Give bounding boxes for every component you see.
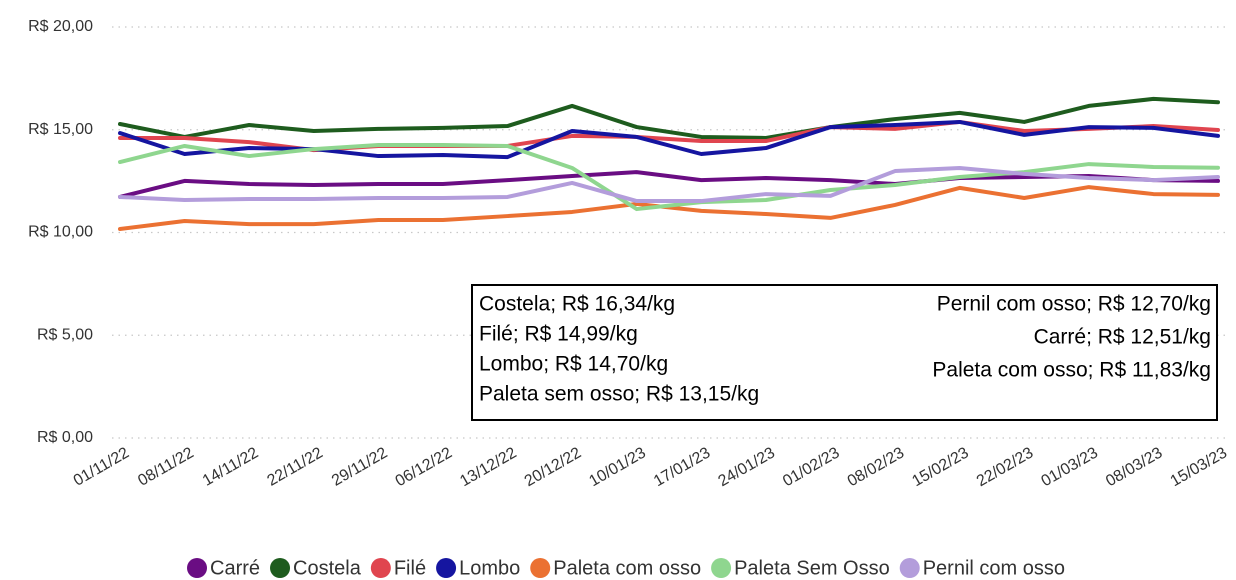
legend-marker — [711, 558, 732, 578]
x-tick-label: 22/02/23 — [974, 444, 1037, 490]
x-tick-label: 15/02/23 — [909, 444, 972, 490]
y-tick-label: R$ 20,00 — [28, 18, 93, 35]
x-tick-label: 14/11/22 — [200, 444, 262, 489]
x-tick-label: 20/12/22 — [522, 444, 585, 490]
legend-marker — [436, 558, 457, 578]
legend-label: Carré — [210, 557, 260, 579]
annotation-text: Filé; R$ 14,99/kg — [479, 323, 638, 346]
annotation-text: Paleta com osso; R$ 11,83/kg — [932, 359, 1211, 382]
x-tick-label: 08/02/23 — [845, 444, 908, 490]
x-tick-label: 01/11/22 — [71, 444, 133, 489]
x-tick-label: 08/03/23 — [1103, 444, 1166, 490]
legend-label: Paleta Sem Osso — [734, 557, 890, 579]
y-tick-label: R$ 5,00 — [37, 326, 93, 343]
x-tick-label: 01/02/23 — [780, 444, 843, 490]
x-tick-label: 06/12/22 — [393, 444, 456, 490]
series-line — [118, 142, 1220, 212]
legend-marker — [530, 558, 551, 578]
annotation-text: Lombo; R$ 14,70/kg — [479, 353, 668, 376]
y-tick-label: R$ 0,00 — [37, 429, 93, 446]
x-tick-label: 08/11/22 — [135, 444, 197, 489]
legend-marker — [899, 558, 920, 578]
legend-marker — [187, 558, 208, 578]
y-tick-label: R$ 10,00 — [28, 224, 93, 241]
series-line — [118, 165, 1220, 204]
x-tick-label: 01/03/23 — [1038, 444, 1101, 490]
x-tick-label: 10/01/23 — [586, 444, 649, 490]
legend-label: Lombo — [459, 557, 520, 579]
legend-marker — [270, 558, 291, 578]
series-line — [118, 185, 1220, 232]
x-tick-label: 17/01/23 — [651, 444, 714, 490]
x-tick-label: 15/03/23 — [1168, 444, 1231, 490]
legend-label: Costela — [293, 557, 362, 579]
legend-marker — [370, 558, 391, 578]
x-tick-label: 29/11/22 — [329, 444, 391, 489]
x-tick-label: 22/11/22 — [264, 444, 326, 489]
x-tick-label: 24/01/23 — [716, 444, 779, 490]
annotation-text: Paleta sem osso; R$ 13,15/kg — [479, 383, 759, 406]
annotation-box — [471, 284, 1218, 421]
series-line — [118, 170, 1220, 199]
legend-label: Pernil com osso — [923, 557, 1065, 579]
annotation-text: Pernil com osso; R$ 12,70/kg — [937, 293, 1211, 316]
x-tick-label: 13/12/22 — [457, 444, 520, 490]
annotation-text: Carré; R$ 12,51/kg — [1034, 326, 1211, 349]
legend-label: Filé — [394, 557, 426, 579]
annotation-text: Costela; R$ 16,34/kg — [479, 293, 675, 316]
series-line — [118, 96, 1220, 140]
y-tick-label: R$ 15,00 — [28, 121, 93, 138]
legend-label: Paleta com osso — [553, 557, 701, 579]
legend: Carré Costela Filé Lombo Paleta com osso Pale… — [187, 557, 1065, 579]
